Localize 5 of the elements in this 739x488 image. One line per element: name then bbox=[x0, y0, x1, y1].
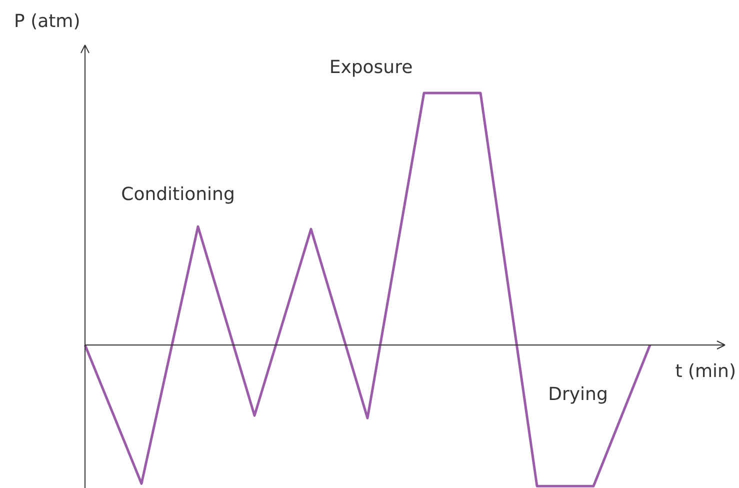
x-axis-title: t (min) bbox=[675, 361, 736, 382]
y-axis-title: P (atm) bbox=[14, 11, 80, 32]
annotation: Conditioning bbox=[121, 184, 235, 205]
text: Exposure bbox=[329, 57, 413, 78]
annotation: Drying bbox=[548, 384, 608, 405]
